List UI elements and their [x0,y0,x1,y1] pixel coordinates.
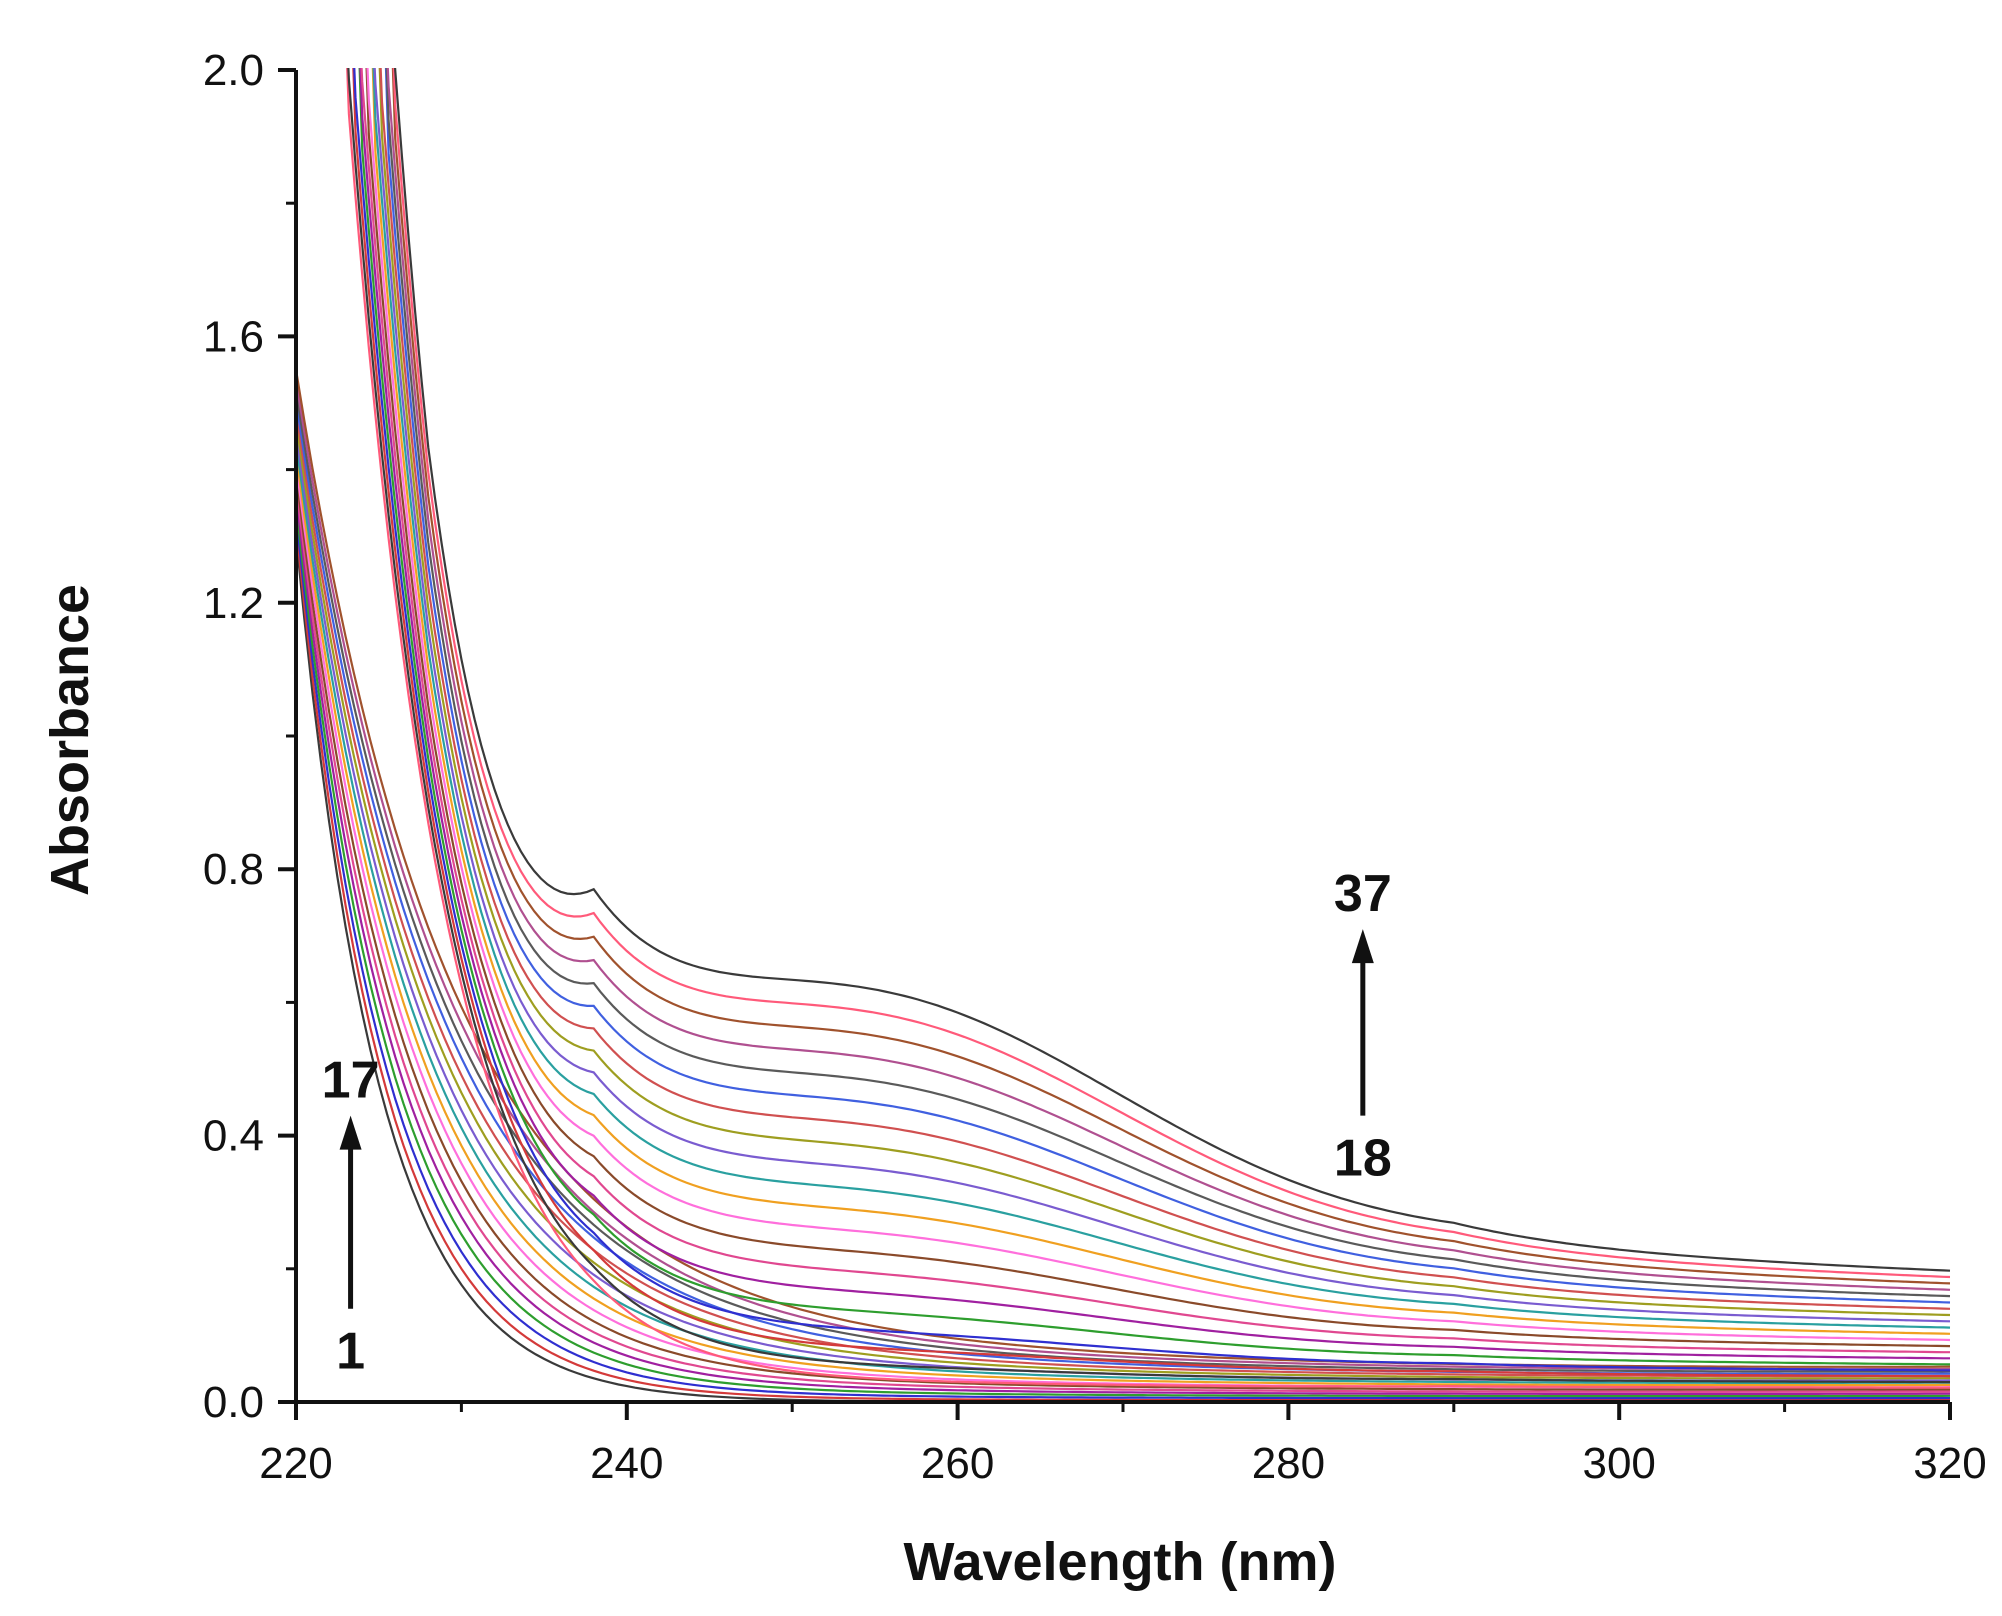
spectrum-curve-20 [352,68,1951,1378]
spectrum-curve-14 [296,400,1950,1375]
spectrum-curve-21 [353,68,1951,1372]
y-tick-label: 0.4 [203,1112,264,1161]
spectrum-curve-9 [296,452,1950,1387]
arrow-18-to-37 [1351,929,1374,1116]
x-tick-label: 320 [1913,1439,1986,1488]
spectrum-curve-3 [296,515,1950,1400]
spectrum-curve-27 [371,68,1951,1335]
spectrum-curve-24 [360,68,1950,1354]
x-axis-title: Wavelength (nm) [903,1532,1336,1592]
spectrum-curve-11 [296,431,1951,1382]
spectrum-curve-30 [378,68,1951,1317]
x-tick-label: 220 [259,1439,332,1488]
spectrum-curve-8 [296,463,1951,1389]
spectrum-curve-36 [392,68,1951,1279]
y-tick-label: 2.0 [203,46,264,95]
spectrum-curve-33 [385,68,1951,1298]
label-18: 18 [1334,1130,1392,1188]
spectrum-curve-31 [379,68,1951,1310]
spectrum-curve-10 [296,442,1950,1384]
spectrum-curve-37 [393,68,1951,1272]
x-tick-label: 240 [590,1439,663,1488]
y-tick-label: 0.0 [203,1378,264,1427]
spectrum-curve-7 [296,473,1950,1391]
y-tick-label: 1.2 [203,579,264,628]
spectrum-curve-5 [296,494,1950,1395]
spectrum-curve-13 [296,411,1950,1378]
y-axis-title: Absorbance [40,584,100,896]
spectrum-curve-16 [296,379,1950,1371]
spectrum-curve-12 [296,421,1950,1380]
spectrum-curve-25 [365,68,1951,1348]
x-tick-label: 280 [1252,1439,1325,1488]
arrow-1-to-17 [339,1115,362,1309]
spectrum-curve-34 [386,68,1951,1291]
label-37: 37 [1334,865,1392,923]
spectrum-curve-35 [391,68,1951,1285]
spectrum-curve-18 [346,68,1950,1389]
spectrum-curve-23 [359,68,1950,1360]
spectrum-curve-28 [372,68,1951,1329]
spectrum-curve-26 [366,68,1951,1342]
spectra-series-group [296,68,1951,1404]
y-tick-label: 1.6 [203,312,264,361]
x-tick-label: 300 [1582,1439,1655,1488]
spectrum-curve-22 [358,68,1951,1366]
label-17: 17 [322,1052,380,1110]
y-tick-label: 0.8 [203,845,264,894]
label-1: 1 [336,1323,365,1381]
x-tick-label: 260 [921,1439,994,1488]
spectrum-curve-32 [384,68,1951,1304]
annotations: 17 1 37 18 [322,865,1392,1381]
spectrum-curve-29 [373,68,1951,1323]
spectrum-curve-6 [296,484,1951,1393]
axes: 220 240 260 280 300 320 0.0 0.4 0.8 1.2 1.6 2.0 [203,46,1987,1488]
spectrum-curve-19 [347,68,1950,1384]
spectrum-curve-4 [296,504,1951,1398]
